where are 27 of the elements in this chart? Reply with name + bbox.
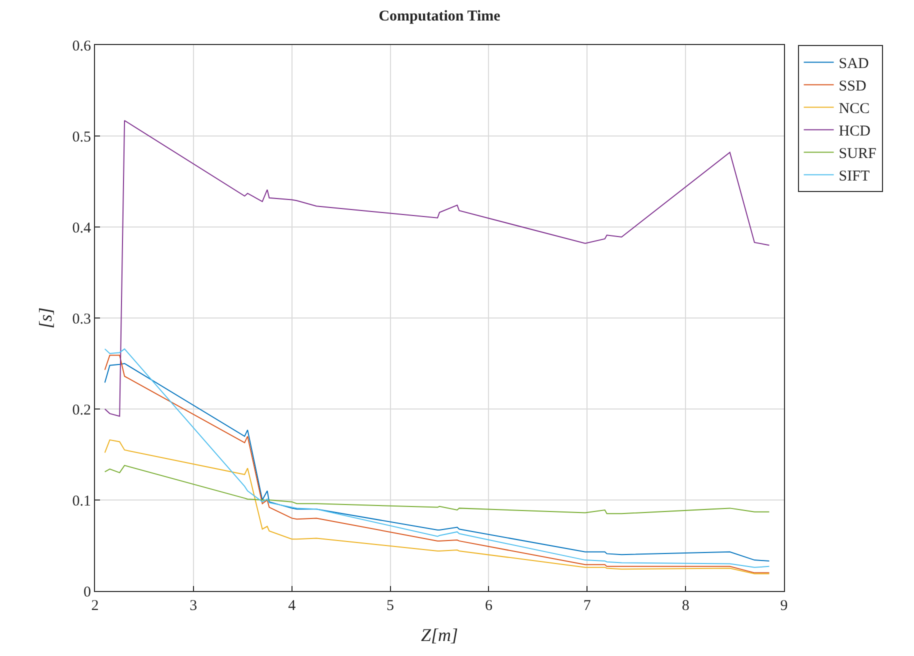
legend-label: HCD — [838, 124, 871, 140]
x-tick-label: 4 — [288, 598, 296, 614]
line-series — [104, 464, 770, 514]
y-tick-label: 0.2 — [72, 402, 91, 418]
legend-label: SAD — [838, 56, 869, 72]
x-tick-label: 9 — [780, 598, 788, 614]
legend-label: SIFT — [838, 168, 870, 185]
y-tick-label: 0.5 — [72, 129, 91, 146]
x-tick-label: 8 — [682, 598, 690, 614]
y-tick-label: 0.1 — [72, 493, 91, 510]
legend-label: NCC — [838, 101, 870, 118]
y-tick-label: 0.6 — [72, 38, 92, 54]
x-tick-label: 2 — [91, 598, 99, 614]
line-series — [104, 120, 770, 417]
x-axis-title: Z[m] — [420, 625, 458, 646]
x-tick-label: 6 — [484, 598, 493, 614]
legend-label: SURF — [838, 146, 876, 162]
line-series — [104, 439, 770, 574]
x-tick-label: 3 — [190, 598, 198, 614]
x-tick-label: 7 — [583, 598, 592, 614]
y-tick-label: 0.4 — [72, 220, 92, 236]
y-tick-label: 0.3 — [72, 311, 91, 328]
x-tick-label: 5 — [386, 598, 394, 614]
chart-title: Computation Time — [378, 8, 501, 24]
y-axis-title: [s] — [35, 307, 56, 329]
legend-label: SSD — [838, 78, 866, 95]
y-tick-label: 0 — [84, 584, 91, 600]
